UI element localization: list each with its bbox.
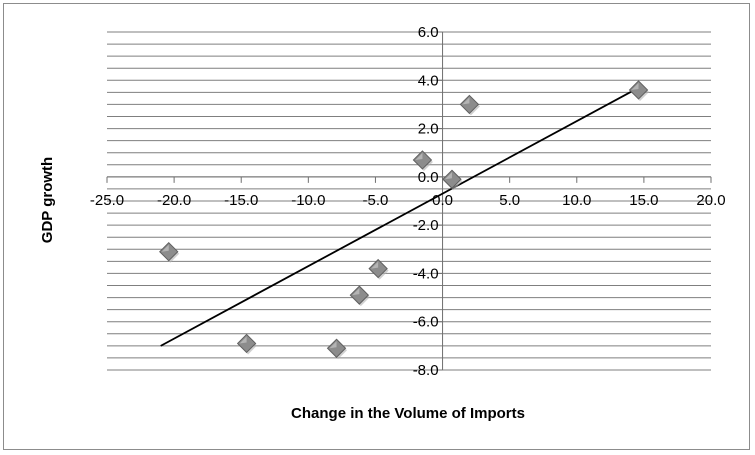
data-point-highlight	[415, 152, 423, 160]
x-tick-label: 20.0	[696, 192, 725, 209]
data-point-highlight	[329, 341, 337, 349]
y-tick-label: -8.0	[413, 362, 439, 379]
data-point-marker	[442, 169, 462, 189]
data-point	[459, 94, 480, 116]
y-tick-label: -2.0	[413, 217, 439, 234]
data-point	[368, 258, 389, 280]
data-point	[412, 150, 433, 171]
y-tick-label: 2.0	[418, 121, 439, 138]
data-point	[442, 169, 463, 191]
x-tick-label: -20.0	[157, 192, 191, 209]
data-point	[236, 333, 258, 355]
data-point-marker	[412, 150, 433, 170]
data-point-highlight	[444, 172, 452, 180]
data-points	[159, 80, 650, 360]
data-point-highlight	[352, 288, 360, 296]
x-tick-label: 15.0	[629, 192, 658, 209]
gridlines	[107, 31, 711, 371]
data-point-marker	[349, 285, 370, 305]
trendline	[160, 89, 635, 347]
data-point-highlight	[371, 261, 379, 269]
trendline-group	[160, 89, 635, 347]
data-point-highlight	[239, 336, 247, 344]
data-point-marker	[368, 258, 388, 279]
x-axis-title: Change in the Volume of Imports	[291, 405, 525, 422]
data-point-highlight	[631, 82, 639, 90]
data-point-highlight	[462, 97, 470, 105]
y-tick-label: -4.0	[413, 265, 439, 282]
data-point-marker	[236, 333, 257, 354]
x-tick-label: -5.0	[363, 192, 389, 209]
y-tick-labels: 6.0 4.0 2.0 0.0 -2.0 -4.0 -6.0 -8.0	[413, 24, 439, 379]
data-point	[159, 241, 180, 263]
y-axis-title: GDP growth	[39, 157, 56, 243]
x-tick-label: -10.0	[291, 192, 325, 209]
y-tick-label: 6.0	[418, 24, 439, 41]
data-point-highlight	[161, 244, 169, 252]
data-point	[349, 285, 370, 307]
y-tick-label: -6.0	[413, 314, 439, 331]
x-tick-label: -15.0	[224, 192, 258, 209]
data-point-marker	[326, 338, 347, 358]
x-tick-label: 5.0	[499, 192, 520, 209]
x-tick-labels: -25.0 -20.0 -15.0 -10.0 -5.0 0.0 5.0 10.0 15.0 20…	[90, 192, 726, 209]
data-point-marker	[628, 80, 649, 100]
chart-area	[3, 3, 750, 450]
data-point	[326, 338, 348, 360]
y-tick-label: 0.0	[418, 169, 439, 186]
axes	[106, 31, 712, 371]
x-tick-label: -25.0	[90, 192, 124, 209]
data-point-marker	[459, 94, 480, 115]
x-tick-label: 0.0	[432, 192, 453, 209]
x-tick-label: 10.0	[562, 192, 591, 209]
data-point-marker	[159, 241, 179, 262]
y-tick-label: 4.0	[418, 72, 439, 89]
data-point	[628, 80, 650, 101]
